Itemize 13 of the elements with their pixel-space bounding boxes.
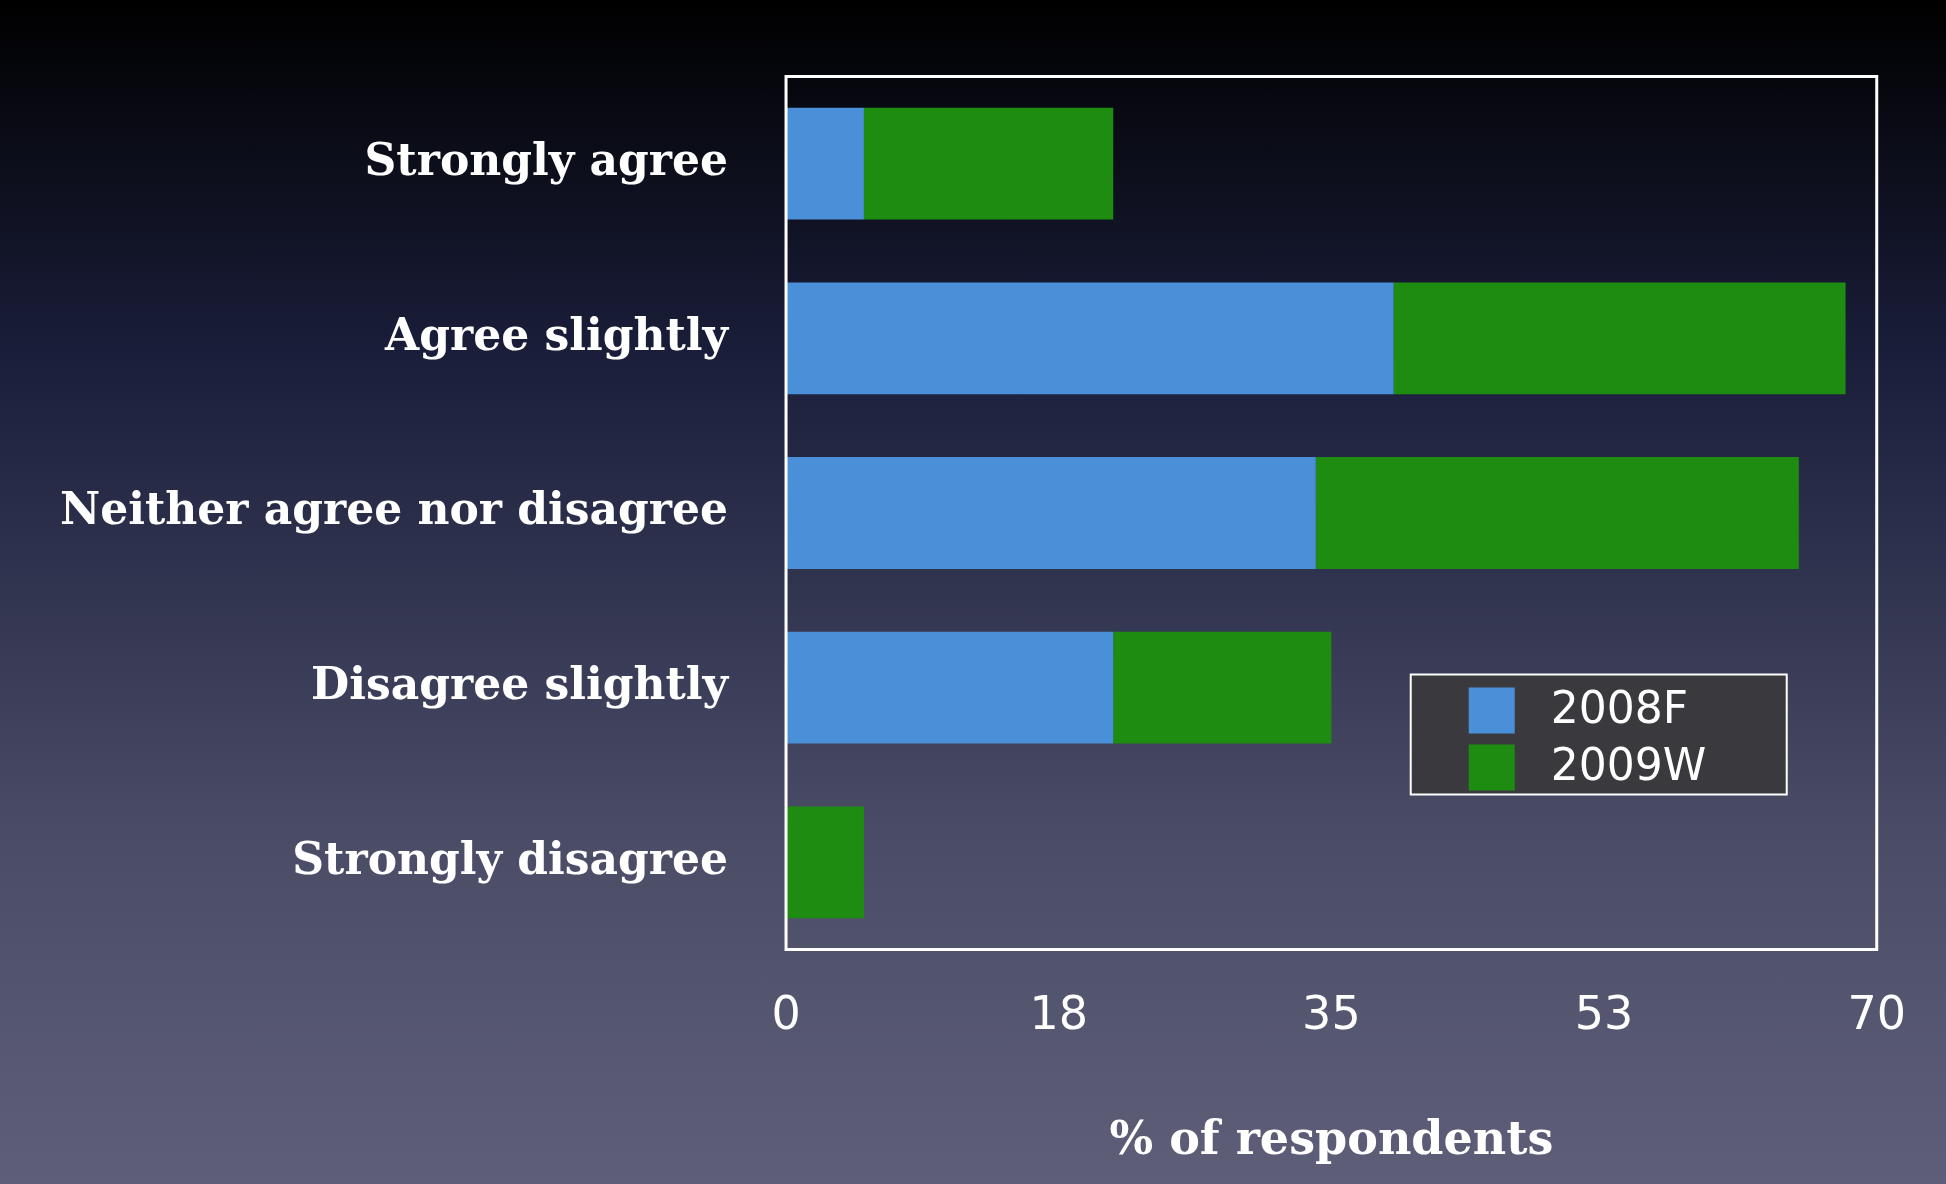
x-tick-label: 70 xyxy=(1847,986,1907,1041)
x-tick-label: 35 xyxy=(1302,986,1361,1041)
x-axis-title: % of respondents xyxy=(1109,1111,1554,1166)
y-tick-label: Strongly agree xyxy=(364,134,729,186)
y-tick-label: Agree slightly xyxy=(384,308,730,360)
y-tick-label: Neither agree nor disagree xyxy=(59,483,729,535)
y-tick-label: Strongly disagree xyxy=(292,832,729,884)
x-tick-label: 18 xyxy=(1029,986,1088,1041)
legend-label: 2009W xyxy=(1550,739,1707,791)
x-tick-label: 53 xyxy=(1574,986,1634,1041)
x-tick-label: 0 xyxy=(771,986,801,1041)
y-tick-label: Disagree slightly xyxy=(311,658,730,710)
legend-label: 2008F xyxy=(1550,682,1689,734)
